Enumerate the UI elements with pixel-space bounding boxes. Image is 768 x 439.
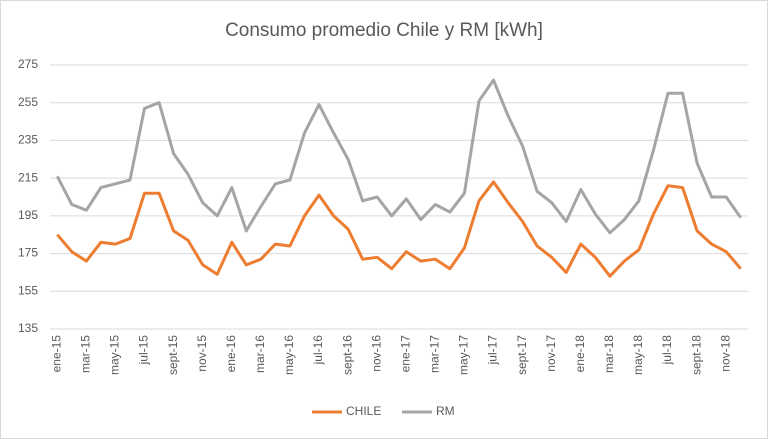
legend-label: RM — [436, 404, 455, 418]
x-tick-label: nov-16 — [369, 335, 383, 372]
x-tick-label: nov-18 — [718, 335, 732, 372]
x-tick-label: mar-15 — [79, 335, 93, 373]
y-tick-label: 255 — [18, 95, 38, 109]
x-tick-label: sept-17 — [515, 335, 529, 375]
x-tick-label: may-17 — [457, 335, 471, 375]
x-tick-label: may-15 — [108, 335, 122, 375]
y-tick-label: 175 — [18, 246, 38, 260]
x-tick-label: jul-15 — [137, 335, 151, 366]
y-tick-label: 235 — [18, 133, 38, 147]
legend-label: CHILE — [346, 404, 381, 418]
x-tick-label: may-16 — [282, 335, 296, 375]
y-tick-label: 135 — [18, 321, 38, 335]
x-tick-label: ene-16 — [224, 335, 238, 373]
x-tick-label: sept-18 — [689, 335, 703, 375]
x-tick-label: ene-18 — [573, 335, 587, 373]
x-tick-label: jul-16 — [311, 335, 325, 366]
y-tick-label: 155 — [18, 283, 38, 297]
y-tick-label: 195 — [18, 208, 38, 222]
x-tick-label: nov-15 — [195, 335, 209, 372]
x-tick-label: jul-17 — [486, 335, 500, 366]
x-tick-label: may-18 — [631, 335, 645, 375]
x-tick-label: jul-18 — [660, 335, 674, 366]
x-tick-label: ene-17 — [398, 335, 412, 373]
series-line — [56, 180, 742, 278]
x-tick-label: sept-15 — [166, 335, 180, 375]
x-tick-label: nov-17 — [544, 335, 558, 372]
x-tick-label: ene-15 — [49, 335, 63, 373]
x-tick-label: mar-16 — [253, 335, 267, 373]
series-line — [55, 78, 742, 235]
x-tick-label: sept-16 — [340, 335, 354, 375]
chart-title: Consumo promedio Chile y RM [kWh] — [225, 20, 543, 41]
y-tick-label: 215 — [18, 170, 38, 184]
y-tick-label: 275 — [18, 57, 38, 71]
x-tick-label: mar-17 — [428, 335, 442, 373]
x-tick-label: mar-18 — [602, 335, 616, 373]
